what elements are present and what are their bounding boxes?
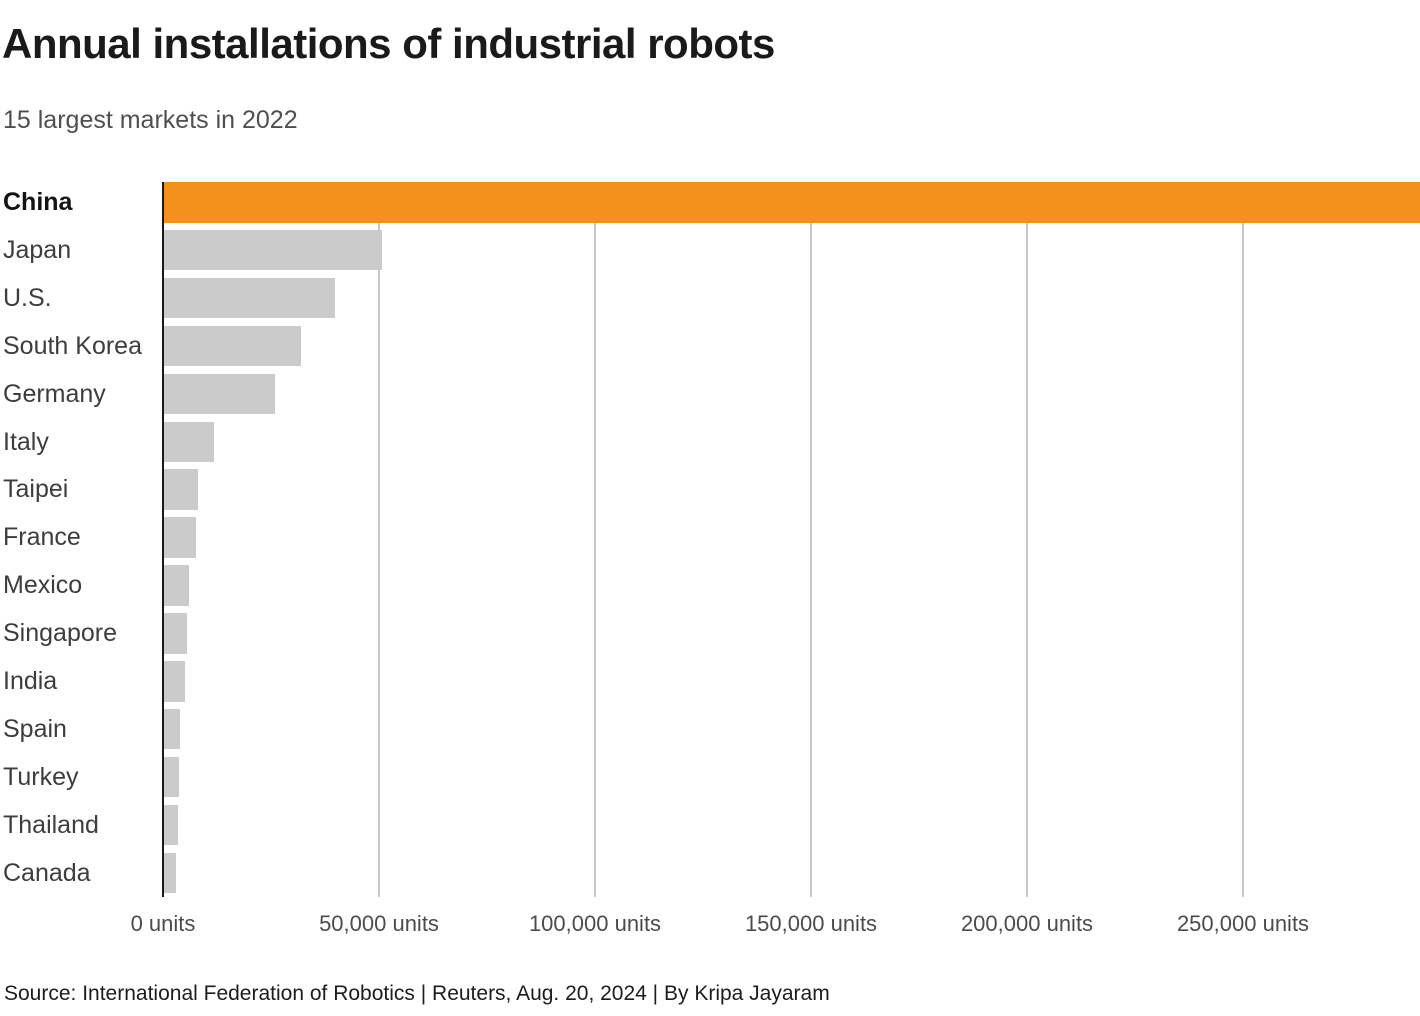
category-label: Germany: [3, 379, 106, 408]
bar-thailand: [164, 804, 178, 846]
category-label: Spain: [3, 714, 67, 743]
category-label: France: [3, 523, 81, 552]
category-label: Turkey: [3, 762, 79, 791]
bar-taipei: [164, 469, 199, 510]
page-title: Annual installations of industrial robot…: [2, 20, 775, 67]
category-label: Thailand: [3, 810, 99, 839]
gridline: [378, 182, 380, 897]
x-tick-label: 100,000 units: [528, 911, 662, 936]
gridline: [810, 182, 812, 897]
y-axis-line: [162, 182, 164, 897]
bar-china: [164, 182, 1420, 223]
gridline: [594, 182, 596, 897]
plot-area: China Japan U.S. South Korea Germany Italy Tai…: [0, 182, 1420, 936]
bar-germany: [164, 373, 275, 415]
bar-france: [164, 517, 196, 558]
category-label: Taipei: [3, 475, 69, 504]
bar-u-s: [164, 277, 335, 319]
bar-canada: [164, 852, 176, 894]
x-tick-label: 150,000 units: [744, 911, 878, 936]
gridline: [1242, 182, 1244, 897]
bar-spain: [164, 708, 180, 750]
bar-mexico: [164, 565, 190, 606]
gridline: [1026, 182, 1028, 897]
category-label: Canada: [3, 858, 91, 887]
page-subtitle: 15 largest markets in 2022: [3, 106, 298, 134]
category-label: U.S.: [3, 283, 52, 312]
bar-italy: [164, 421, 214, 462]
category-label: Mexico: [3, 571, 83, 600]
category-label: Singapore: [3, 619, 117, 648]
category-label: India: [3, 667, 58, 695]
bar-singapore: [164, 613, 187, 654]
bar-japan: [164, 229, 382, 271]
category-label: South Korea: [3, 331, 142, 360]
x-tick-label: 50,000 units: [319, 911, 439, 936]
source-line: Source: International Federation of Robo…: [4, 982, 830, 1005]
x-tick-label: 250,000 units: [1176, 911, 1310, 936]
bar-india: [164, 661, 186, 702]
x-tick-label: 0 units: [130, 911, 196, 936]
bar-south-korea: [164, 325, 301, 367]
x-tick-label: 200,000 units: [960, 911, 1094, 936]
category-label: China: [3, 188, 73, 216]
category-label: Italy: [3, 427, 49, 456]
bar-turkey: [164, 756, 180, 798]
category-label: Japan: [3, 235, 72, 264]
